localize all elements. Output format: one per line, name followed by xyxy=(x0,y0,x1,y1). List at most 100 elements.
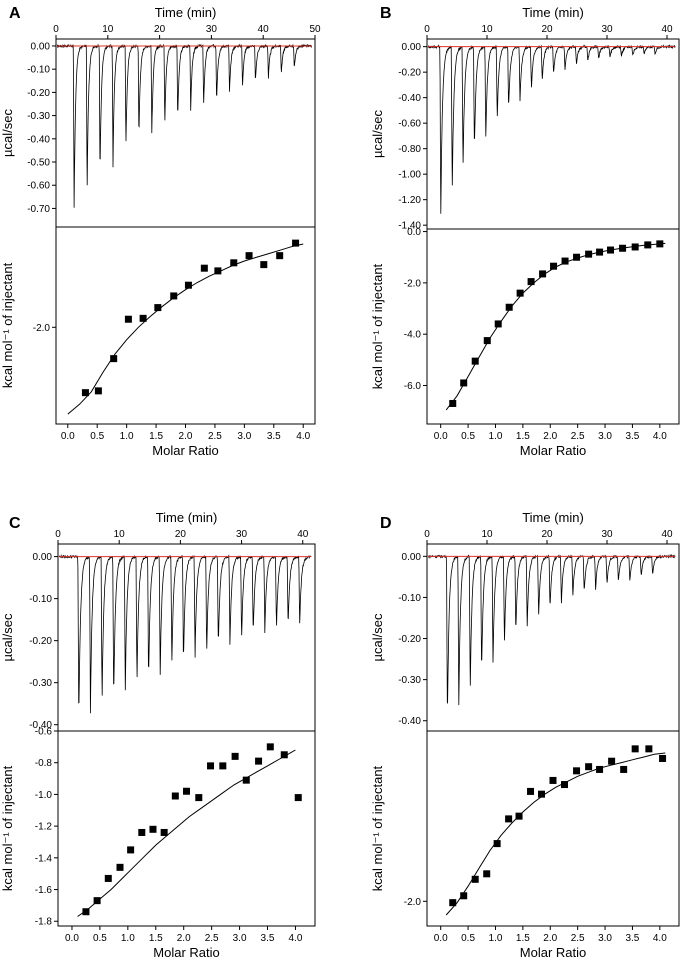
time-tick-label: 50 xyxy=(309,24,321,35)
heat-data-point xyxy=(471,357,479,365)
heat-data-point xyxy=(127,846,135,854)
power-tick-label: -0.30 xyxy=(29,678,52,689)
ratio-tick-label: 4.0 xyxy=(296,431,310,442)
heat-data-point xyxy=(596,765,604,773)
panel-label: B xyxy=(380,5,392,22)
power-tick-label: 0.00 xyxy=(33,552,53,563)
heat-data-point xyxy=(110,355,118,363)
heat-data-point xyxy=(596,248,604,256)
time-tick-label: 30 xyxy=(601,24,613,35)
ratio-tick-label: 2.0 xyxy=(177,933,191,944)
ratio-tick-label: 3.5 xyxy=(625,933,639,944)
heat-tick-label: -1.6 xyxy=(35,885,53,896)
power-tick-label: -0.10 xyxy=(29,594,52,605)
heat-data-point xyxy=(214,267,222,275)
ratio-axis-title: Molar Ratio xyxy=(152,443,218,458)
heat-data-point xyxy=(645,745,653,753)
heat-tick-label: -4.0 xyxy=(404,330,422,341)
heat-tick-label: 0.0 xyxy=(407,227,421,238)
heat-data-point xyxy=(449,899,457,907)
power-tick-label: 0.00 xyxy=(402,552,422,563)
power-tick-label: -0.30 xyxy=(398,675,421,686)
heat-data-point xyxy=(230,259,238,267)
heat-data-point xyxy=(631,243,639,251)
panel-label: A xyxy=(9,5,21,22)
heat-data-point xyxy=(183,787,190,795)
time-axis-title: Time (min) xyxy=(522,5,584,20)
heat-data-point xyxy=(82,908,90,916)
heat-data-point xyxy=(139,314,147,322)
heat-data-point xyxy=(471,875,479,883)
ratio-tick-label: 0.0 xyxy=(61,431,75,442)
heat-data-point xyxy=(505,815,513,823)
heat-data-point xyxy=(171,792,179,800)
panel-d: D 0 10 20 30 40 Time (min) 0.00 -0.10 -0.20 -0.30 -… xyxy=(370,510,680,960)
ratio-tick-label: 3.0 xyxy=(237,431,251,442)
ratio-tick-label: 1.5 xyxy=(149,933,163,944)
fit-curve xyxy=(445,752,666,916)
time-tick-label: 40 xyxy=(258,24,270,35)
heat-data-point xyxy=(631,745,639,753)
power-tick-label: -0.20 xyxy=(398,634,421,645)
ratio-tick-label: 0.5 xyxy=(461,933,475,944)
fit-curve xyxy=(77,749,296,917)
time-axis-title: Time (min) xyxy=(156,510,218,525)
heat-data-point xyxy=(644,241,652,249)
heat-axis-title: kcal mol⁻¹ of injectant xyxy=(370,765,385,891)
fit-curve xyxy=(67,243,304,415)
ratio-tick-label: 2.0 xyxy=(543,431,557,442)
ratio-tick-label: 1.0 xyxy=(489,933,503,944)
time-axis-title: Time (min) xyxy=(155,5,217,20)
heat-data-point xyxy=(460,379,468,387)
heat-data-point xyxy=(537,790,545,798)
heat-data-point xyxy=(219,762,227,770)
heat-data-point xyxy=(170,292,178,300)
heat-data-point xyxy=(245,252,253,260)
heat-data-point xyxy=(494,320,502,328)
ratio-tick-label: 0.5 xyxy=(93,933,107,944)
binding-frame xyxy=(55,226,316,425)
heat-data-point xyxy=(93,897,101,905)
thermogram-frame xyxy=(55,38,316,228)
heat-data-point xyxy=(539,270,547,278)
heat-data-point xyxy=(276,252,284,260)
power-tick-label: -0.40 xyxy=(29,720,52,731)
power-tick-label: -0.40 xyxy=(398,93,421,104)
heat-tick-label: -2.0 xyxy=(33,323,51,334)
heat-axis-title: kcal mol⁻¹ of injectant xyxy=(0,765,15,891)
heat-tick-label: -1.4 xyxy=(35,853,53,864)
heat-data-point xyxy=(266,743,274,751)
power-tick-label: -0.20 xyxy=(398,68,421,79)
heat-data-point xyxy=(184,281,192,289)
heat-tick-label: -1.2 xyxy=(35,822,53,833)
heat-data-point xyxy=(516,289,524,297)
time-tick-label: 0 xyxy=(424,529,430,540)
heat-data-point xyxy=(294,794,302,802)
time-tick-label: 10 xyxy=(114,529,126,540)
time-tick-label: 20 xyxy=(541,24,553,35)
heat-data-point xyxy=(549,776,557,784)
time-tick-label: 30 xyxy=(236,529,248,540)
thermogram-trace xyxy=(56,43,312,208)
time-tick-label: 40 xyxy=(661,24,673,35)
heat-tick-label: -2.0 xyxy=(404,278,422,289)
ratio-tick-label: 0.5 xyxy=(90,431,104,442)
heat-axis-title: kcal mol⁻¹ of injectant xyxy=(0,262,15,388)
heat-data-point xyxy=(619,244,627,252)
ratio-tick-label: 2.5 xyxy=(205,933,219,944)
power-tick-label: -0.20 xyxy=(27,88,50,99)
heat-tick-label: -1.0 xyxy=(35,790,53,801)
heat-data-point xyxy=(207,762,215,770)
ratio-tick-label: 1.0 xyxy=(121,933,135,944)
heat-data-point xyxy=(149,825,157,833)
ratio-tick-label: 1.5 xyxy=(516,933,530,944)
panel-c: C 0 10 20 30 40 Time (min) 0.00 -0.10 -0.20 -0.30 -… xyxy=(0,510,316,960)
heat-data-point xyxy=(242,776,250,784)
power-axis-title: µcal/sec xyxy=(370,613,385,661)
time-axis-title: Time (min) xyxy=(522,510,584,525)
ratio-tick-label: 2.5 xyxy=(571,431,585,442)
ratio-tick-label: 2.5 xyxy=(208,431,222,442)
heat-data-point xyxy=(280,751,288,759)
